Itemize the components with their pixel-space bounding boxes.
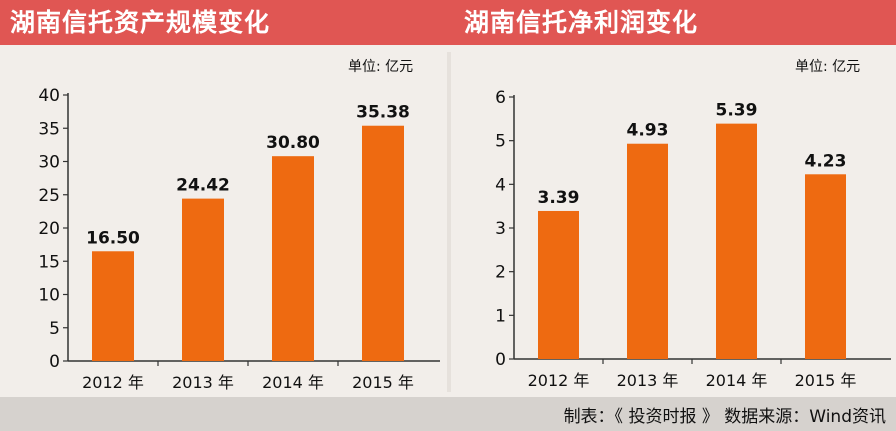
profit-y-tick-label: 6: [495, 88, 506, 108]
asset-y-tick-label: 25: [38, 186, 60, 206]
header-bar: 湖南信托资产规模变化 湖南信托净利润变化: [0, 0, 896, 45]
profit-y-tick-label: 4: [495, 175, 506, 195]
profit-y-tick-label: 5: [495, 132, 506, 152]
asset-y-tick-label: 10: [38, 286, 60, 306]
asset-y-tick-label: 40: [38, 86, 60, 106]
footer-bar: 制表：《 投资时报 》 数据来源：Wind资讯: [0, 397, 896, 431]
profit-bar-3: [805, 174, 846, 359]
asset-y-tick-label: 0: [49, 352, 60, 372]
asset-value-label-2: 30.80: [266, 133, 320, 153]
asset-category-label-2: 2014 年: [262, 373, 324, 392]
profit-category-label-3: 2015 年: [795, 371, 857, 390]
asset-bar-1: [182, 198, 224, 361]
asset-category-label-0: 2012 年: [82, 373, 144, 392]
profit-value-label-0: 3.39: [538, 188, 580, 208]
asset-value-label-0: 16.50: [86, 228, 140, 248]
asset-bar-2: [272, 156, 314, 361]
profit-value-label-1: 4.93: [627, 121, 669, 141]
asset-value-label-1: 24.42: [176, 176, 230, 196]
source-credit: 制表：《 投资时报 》 数据来源：Wind资讯: [563, 407, 886, 427]
profit-category-label-2: 2014 年: [706, 371, 768, 390]
profit-bar-1: [627, 143, 668, 359]
asset-bar-0: [92, 251, 134, 361]
profit-unit-label: 单位: 亿元: [795, 59, 861, 75]
asset-value-label-3: 35.38: [356, 103, 410, 123]
profit-value-label-3: 4.23: [805, 151, 847, 171]
asset-category-label-3: 2015 年: [352, 373, 414, 392]
profit-chart-panel: 单位: 亿元 0 1 2 3 4 5 6 3.39 2012 年 4.93 2013 年 5.39 20…: [451, 52, 896, 392]
asset-bar-3: [362, 125, 404, 362]
profit-bar-0: [538, 210, 579, 359]
profit-chart: 0 1 2 3 4 5 6 3.39 2012 年 4.93 2013 年 5.39 2014 年 4.2…: [495, 88, 891, 390]
asset-y-tick-label: 20: [38, 219, 60, 239]
asset-y-tick-label: 35: [38, 119, 60, 139]
profit-chart-title: 湖南信托净利润变化: [464, 8, 699, 37]
profit-y-tick-label: 3: [495, 219, 506, 239]
asset-category-label-1: 2013 年: [172, 373, 234, 392]
panel-divider: [447, 52, 451, 392]
asset-y-tick-label: 15: [38, 252, 60, 272]
asset-chart-title: 湖南信托资产规模变化: [10, 8, 271, 37]
asset-chart: 0 5 10 15 20 25 30 35 40 16.50 2012 年 24.42 2013 年 30…: [38, 86, 440, 392]
asset-unit-label: 单位: 亿元: [348, 59, 414, 75]
profit-bar-2: [716, 123, 757, 360]
profit-y-tick-label: 0: [495, 350, 506, 370]
profit-value-label-2: 5.39: [716, 101, 758, 121]
profit-category-label-0: 2012 年: [528, 371, 590, 390]
asset-chart-panel: 单位: 亿元 0 5 10 15 20 25 30 35 40 16.50 2012 年 24.42 2…: [0, 52, 447, 392]
asset-y-tick-label: 30: [38, 153, 60, 173]
profit-category-label-1: 2013 年: [617, 371, 679, 390]
profit-y-tick-label: 1: [495, 306, 506, 326]
asset-y-tick-label: 5: [49, 319, 60, 339]
profit-y-tick-label: 2: [495, 263, 506, 283]
